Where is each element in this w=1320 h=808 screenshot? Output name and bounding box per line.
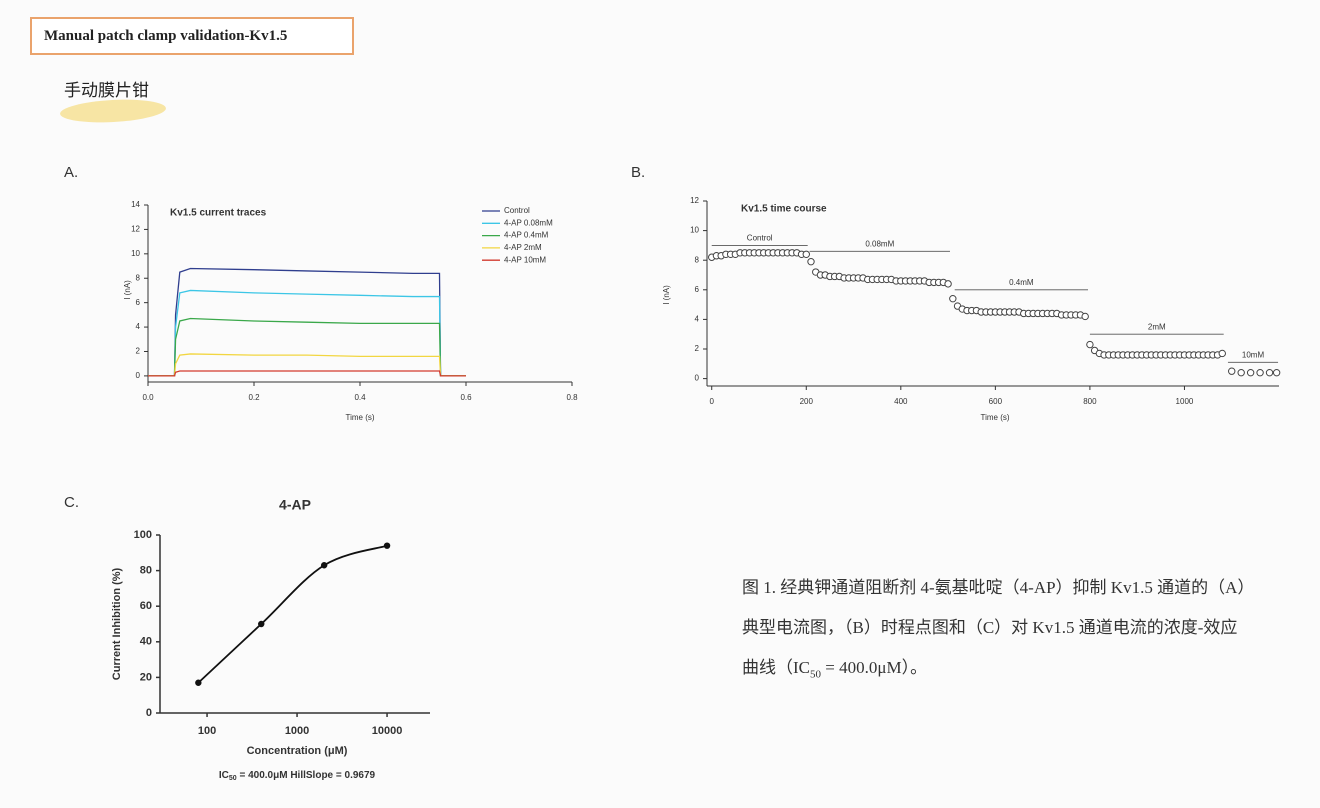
- y-axis-label: I (nA): [123, 280, 132, 300]
- data-point: [258, 620, 265, 628]
- annotation-label: Control: [747, 234, 773, 243]
- y-tick-label: 8: [695, 255, 700, 264]
- panel-label: B.: [631, 164, 645, 181]
- x-tick-label: 100: [198, 725, 216, 737]
- fit-curve: [197, 544, 388, 684]
- x-tick-label: 0.6: [460, 393, 472, 402]
- data-point: [1265, 368, 1274, 377]
- y-tick-label: 12: [131, 225, 140, 234]
- legend-label: Control: [504, 206, 530, 215]
- data-point: [807, 257, 815, 266]
- x-tick-label: 1000: [285, 725, 309, 737]
- y-tick-label: 20: [140, 671, 152, 683]
- annotation-label: 2mM: [1148, 322, 1166, 331]
- y-tick-label: 14: [131, 200, 140, 209]
- x-axis-label: Time (s): [980, 413, 1009, 422]
- x-tick-label: 600: [989, 397, 1003, 406]
- y-tick-label: 40: [140, 636, 152, 648]
- caption-sub: 50: [810, 668, 821, 681]
- y-tick-label: 2: [136, 347, 141, 356]
- legend-label: 4-AP 0.08mM: [504, 218, 553, 227]
- legend-label: 4-AP 0.4mM: [504, 231, 549, 240]
- data-point: [802, 250, 810, 258]
- caption: 图 1. 经典钾通道阻断剂 4-氨基吡啶（4-AP）抑制 Kv1.5 通道的（A…: [742, 568, 1247, 694]
- fit-note: IC50 = 400.0μM HillSlope = 0.9679: [219, 770, 376, 782]
- annotation-label: 10mM: [1242, 350, 1265, 359]
- x-tick-label: 0.2: [248, 393, 260, 402]
- x-tick-label: 0.4: [354, 393, 366, 402]
- y-tick-label: 0: [695, 374, 700, 383]
- x-tick-label: 800: [1083, 397, 1097, 406]
- chart-title: Kv1.5 time course: [741, 204, 827, 215]
- y-tick-label: 0: [136, 371, 141, 380]
- note-text: IC: [219, 770, 229, 781]
- data-point: [1086, 340, 1094, 349]
- subtitle: 手动膜片钳: [64, 81, 149, 100]
- y-tick-label: 2: [695, 344, 700, 353]
- caption-text: 图 1. 经典钾通道阻断剂 4-氨基吡啶（4-AP）抑制 Kv1.5 通道的（A…: [742, 578, 1246, 677]
- data-point: [944, 280, 952, 288]
- trace: [148, 289, 466, 377]
- y-axis-label: Current Inhibition (%): [111, 567, 123, 680]
- y-tick-label: 4: [695, 315, 700, 324]
- annotation-label: 0.4mM: [1009, 278, 1034, 287]
- x-tick-label: 400: [894, 397, 908, 406]
- y-tick-label: 6: [695, 285, 700, 294]
- y-tick-label: 8: [136, 273, 141, 282]
- data-point: [1218, 349, 1226, 358]
- y-axis-label: I (nA): [662, 285, 671, 305]
- note-sub: 50: [229, 775, 237, 782]
- y-tick-label: 0: [146, 707, 152, 719]
- trace: [148, 317, 466, 377]
- data-point: [1272, 368, 1281, 377]
- note-text: = 400.0μM HillSlope = 0.9679: [237, 770, 376, 781]
- legend-label: 4-AP 10mM: [504, 255, 546, 264]
- caption-text: = 400.0μM）。: [821, 658, 928, 677]
- x-tick-label: 10000: [372, 725, 403, 737]
- y-tick-label: 4: [136, 322, 141, 331]
- x-tick-label: 0.8: [566, 393, 578, 402]
- y-tick-label: 60: [140, 600, 152, 612]
- data-point: [1081, 312, 1089, 321]
- y-tick-label: 100: [134, 529, 152, 541]
- data-point: [320, 562, 328, 569]
- y-tick-label: 10: [690, 226, 699, 235]
- y-tick-label: 12: [690, 196, 699, 205]
- data-point: [383, 542, 391, 549]
- data-point: [1237, 368, 1245, 377]
- panel-label: A.: [64, 164, 78, 181]
- y-tick-label: 80: [140, 565, 152, 577]
- x-tick-label: 0.0: [142, 393, 154, 402]
- x-axis-label: Time (s): [345, 413, 374, 422]
- chart-title: 4-AP: [279, 497, 311, 513]
- annotation-label: 0.08mM: [865, 239, 894, 248]
- data-point: [1228, 367, 1236, 375]
- x-tick-label: 200: [800, 397, 814, 406]
- y-tick-label: 6: [136, 298, 141, 307]
- data-point: [195, 679, 202, 686]
- x-tick-label: 1000: [1176, 397, 1194, 406]
- chart-title: Kv1.5 current traces: [170, 208, 267, 219]
- data-point: [1246, 368, 1255, 377]
- legend-label: 4-AP 2mM: [504, 243, 542, 252]
- trace: [148, 370, 466, 377]
- x-axis-label: Concentration (μM): [247, 745, 348, 757]
- data-point: [1256, 368, 1264, 377]
- data-point: [949, 294, 957, 303]
- panel-label: C.: [64, 494, 79, 511]
- trace: [148, 353, 466, 377]
- y-tick-label: 10: [131, 249, 140, 258]
- header-title: Manual patch clamp validation-Kv1.5: [30, 17, 354, 55]
- x-tick-label: 0: [710, 397, 715, 406]
